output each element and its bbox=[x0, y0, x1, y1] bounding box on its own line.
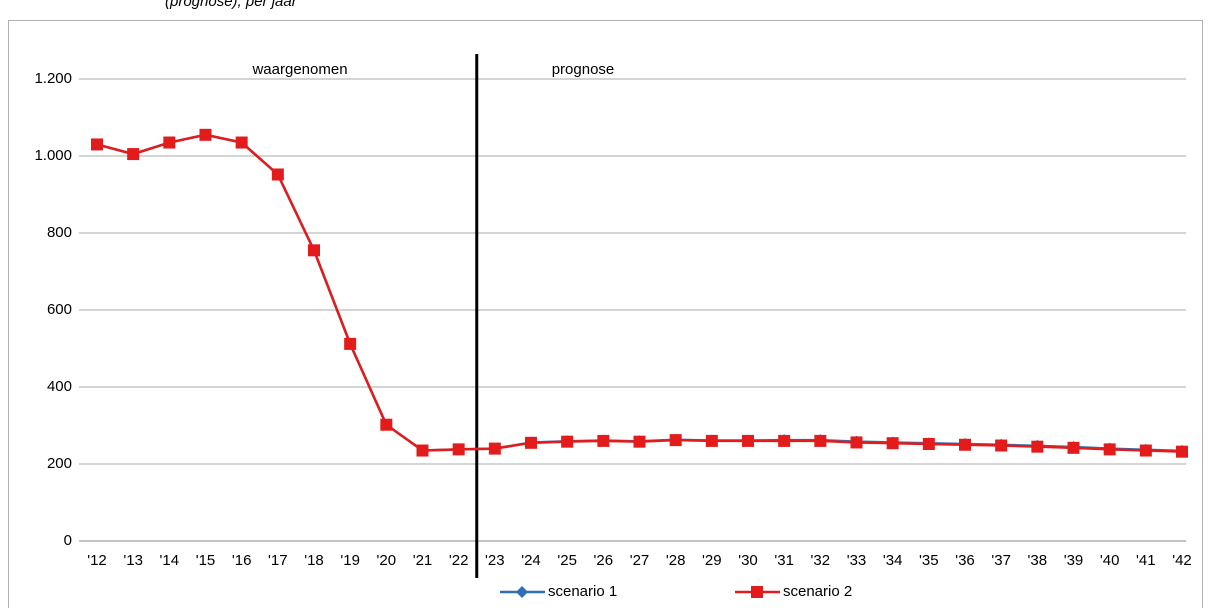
point bbox=[525, 436, 537, 449]
point bbox=[669, 434, 682, 447]
x-tick-label: '13 bbox=[123, 552, 143, 569]
y-tick-label: 0 bbox=[64, 532, 72, 549]
x-tick-label: '19 bbox=[340, 552, 360, 569]
x-tick-label: '22 bbox=[449, 552, 469, 569]
point bbox=[308, 244, 320, 257]
point bbox=[199, 128, 212, 141]
x-tick-label: '40 bbox=[1100, 552, 1120, 569]
x-tick-label: '39 bbox=[1064, 552, 1084, 569]
y-tick-label: 400 bbox=[47, 378, 72, 395]
x-tick-label: '12 bbox=[87, 552, 107, 569]
legend-label: scenario 1 bbox=[548, 583, 617, 600]
x-tick-label: '15 bbox=[196, 552, 216, 569]
point bbox=[561, 435, 574, 448]
point bbox=[850, 436, 863, 449]
x-tick-label: '18 bbox=[304, 552, 324, 569]
point bbox=[742, 434, 754, 447]
x-tick-label: '21 bbox=[413, 552, 433, 569]
point bbox=[452, 443, 465, 456]
point bbox=[516, 586, 528, 598]
point bbox=[705, 434, 718, 447]
x-tick-label: '28 bbox=[666, 552, 686, 569]
point bbox=[1067, 441, 1080, 454]
y-tick-label: 1.200 bbox=[34, 70, 72, 87]
point bbox=[163, 136, 176, 149]
point bbox=[1176, 445, 1188, 458]
x-tick-label: '36 bbox=[955, 552, 975, 569]
x-tick-label: '41 bbox=[1136, 552, 1156, 569]
series-line bbox=[96, 133, 1183, 453]
x-tick-label: '17 bbox=[268, 552, 288, 569]
x-tick-label: '38 bbox=[1028, 552, 1048, 569]
x-tick-label: '16 bbox=[232, 552, 252, 569]
point bbox=[127, 148, 140, 161]
x-tick-label: '42 bbox=[1172, 552, 1192, 569]
point bbox=[91, 138, 103, 151]
x-tick-label: '31 bbox=[774, 552, 794, 569]
x-tick-label: '37 bbox=[991, 552, 1011, 569]
y-tick-label: 1.000 bbox=[34, 147, 72, 164]
point bbox=[1031, 440, 1044, 453]
point bbox=[959, 438, 971, 451]
x-tick-label: '35 bbox=[919, 552, 939, 569]
point bbox=[633, 435, 646, 448]
x-tick-label: '30 bbox=[738, 552, 758, 569]
point bbox=[1139, 444, 1152, 457]
y-tick-label: 600 bbox=[47, 301, 72, 318]
point bbox=[814, 434, 827, 447]
point bbox=[778, 434, 791, 447]
y-tick-label: 800 bbox=[47, 224, 72, 241]
point bbox=[344, 337, 357, 350]
chart-border bbox=[8, 20, 1203, 608]
point bbox=[886, 437, 899, 450]
annotation: waargenomen bbox=[251, 61, 347, 78]
point bbox=[235, 136, 248, 149]
point bbox=[380, 418, 393, 431]
x-tick-label: '27 bbox=[630, 552, 650, 569]
x-tick-label: '32 bbox=[811, 552, 831, 569]
series-line bbox=[96, 133, 1183, 453]
x-tick-label: '26 bbox=[594, 552, 614, 569]
y-tick-label: 200 bbox=[47, 455, 72, 472]
point bbox=[922, 437, 935, 450]
point bbox=[271, 168, 284, 181]
point bbox=[751, 586, 763, 598]
x-tick-label: '33 bbox=[847, 552, 867, 569]
x-tick-label: '14 bbox=[160, 552, 180, 569]
x-tick-label: '25 bbox=[557, 552, 577, 569]
x-tick-label: '34 bbox=[883, 552, 903, 569]
point bbox=[597, 434, 610, 447]
legend-label: scenario 2 bbox=[783, 583, 852, 600]
x-tick-label: '23 bbox=[485, 552, 505, 569]
x-tick-label: '24 bbox=[521, 552, 541, 569]
point bbox=[995, 439, 1008, 452]
point bbox=[416, 444, 429, 457]
point bbox=[1103, 443, 1116, 456]
x-tick-label: '29 bbox=[702, 552, 722, 569]
point bbox=[488, 442, 501, 455]
annotation: prognose bbox=[552, 61, 615, 78]
caption: (prognose), per jaar bbox=[165, 0, 298, 10]
x-tick-label: '20 bbox=[377, 552, 397, 569]
